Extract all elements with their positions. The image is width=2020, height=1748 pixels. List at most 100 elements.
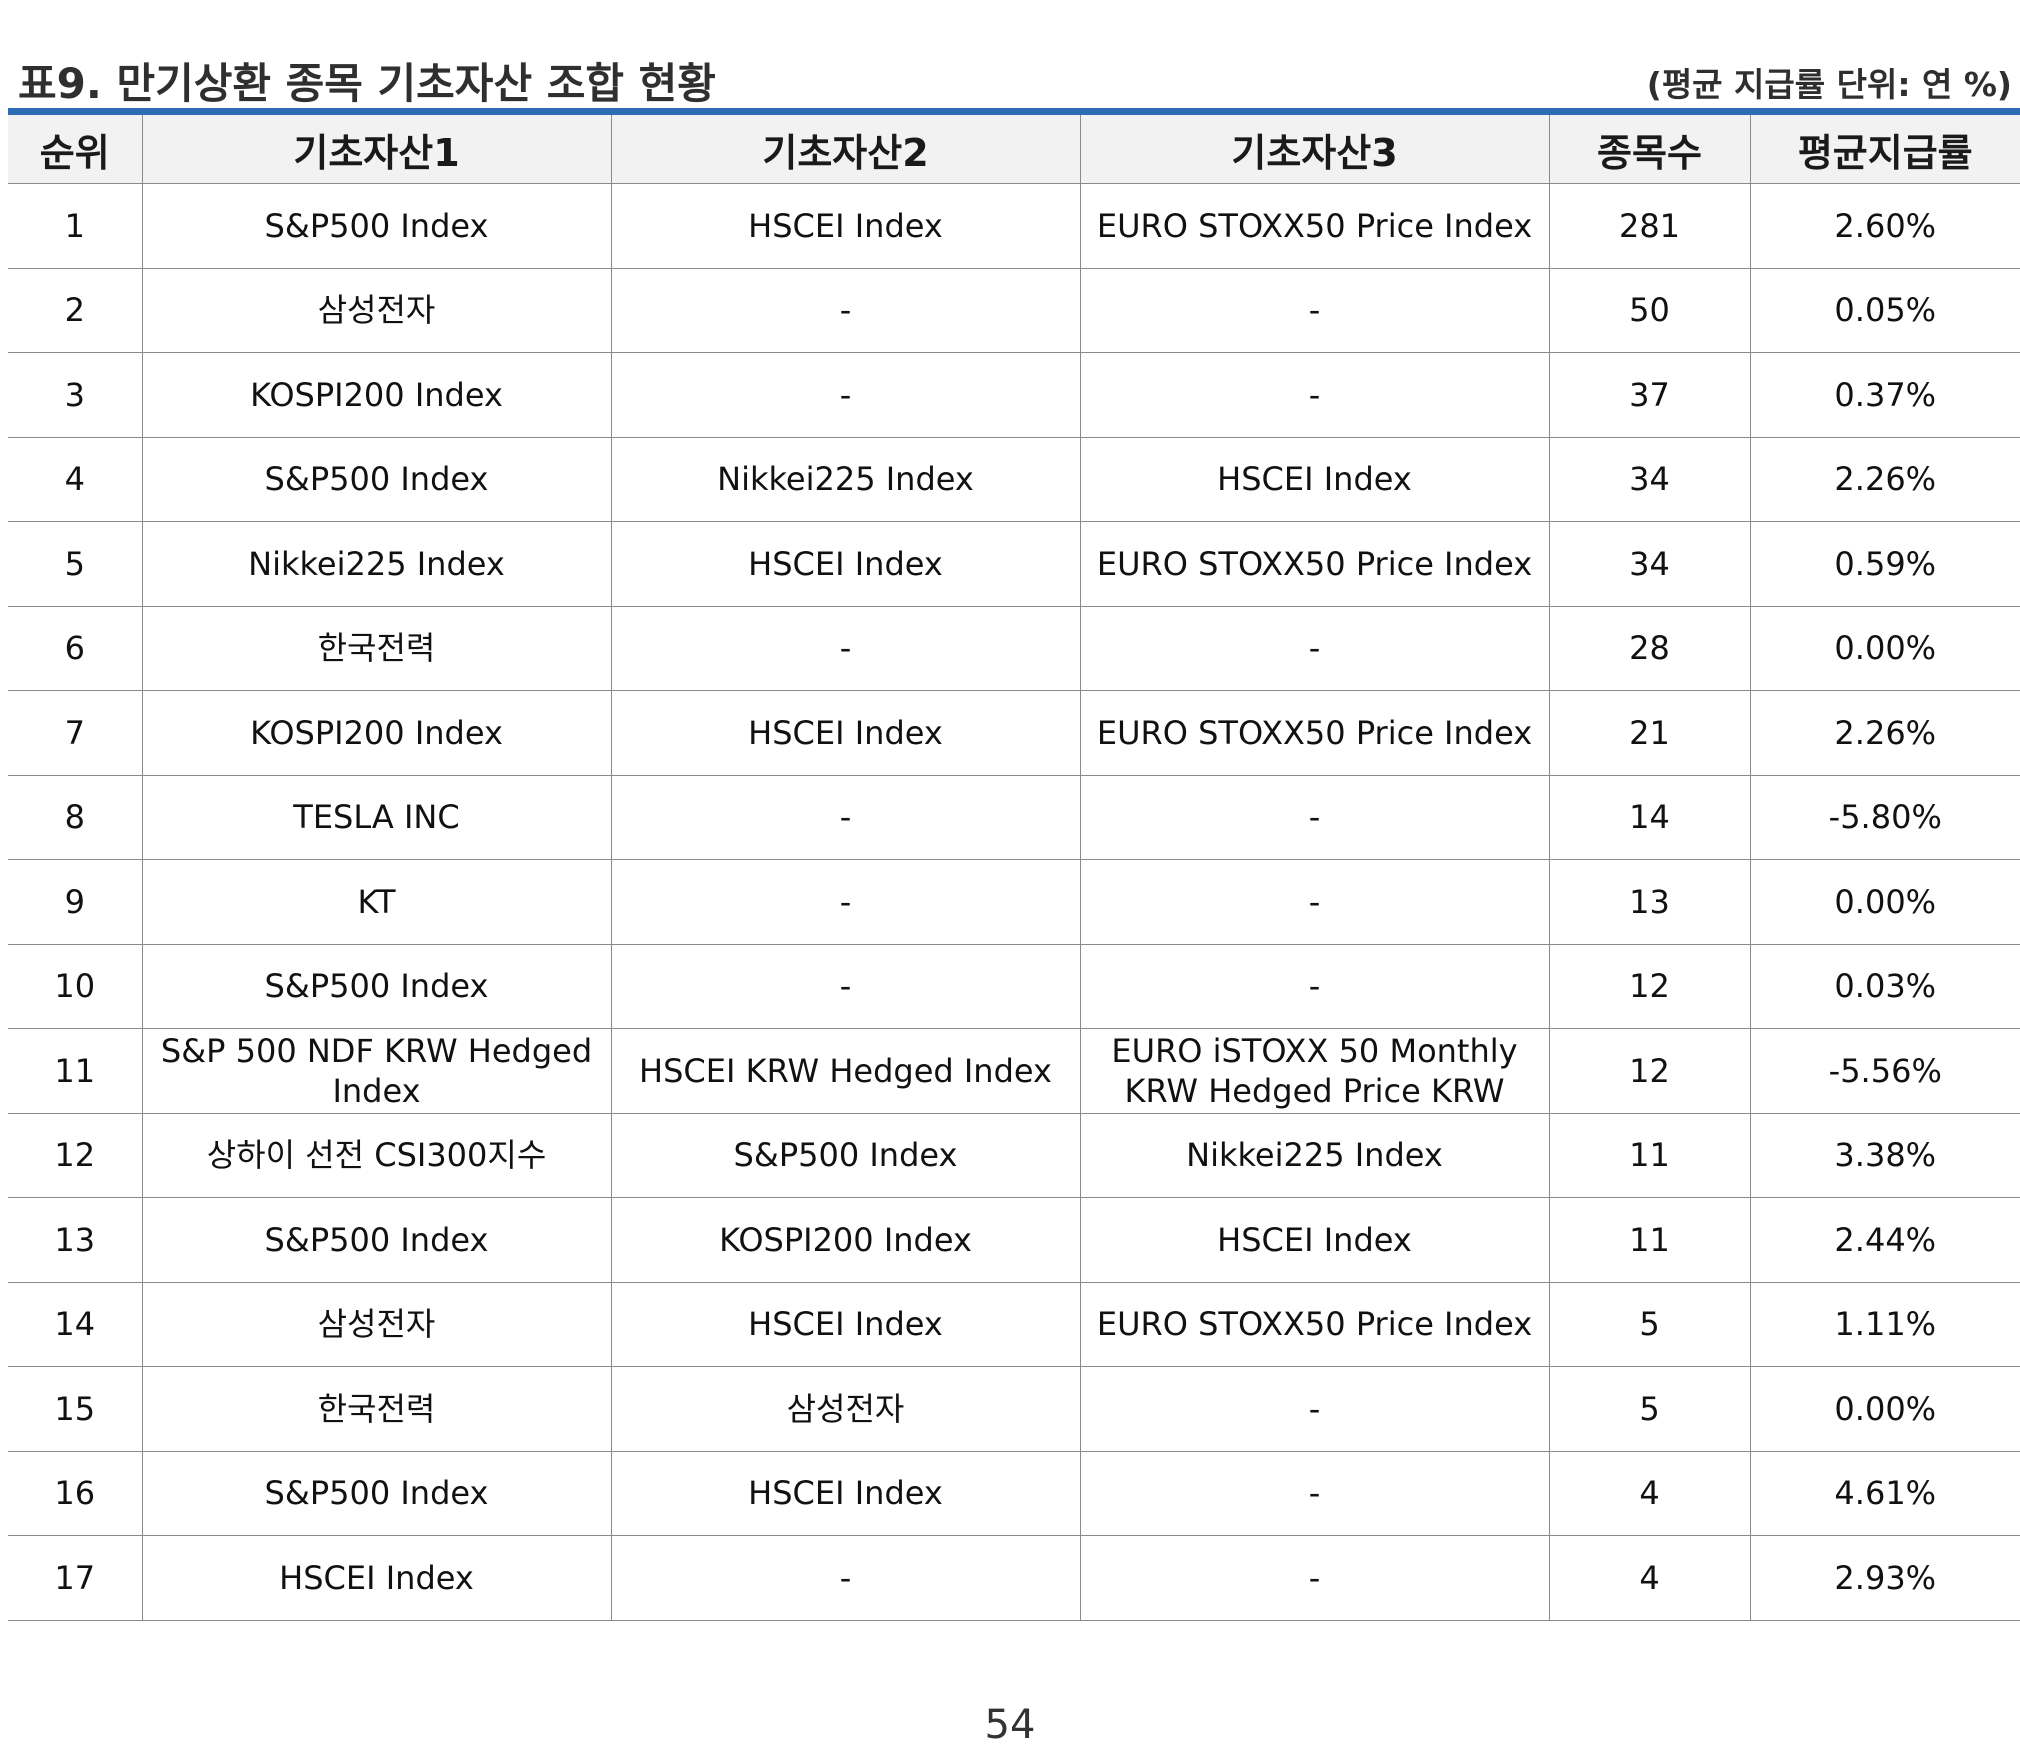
asset-3-cell: HSCEI Index xyxy=(1079,437,1549,522)
asset-3-cell: - xyxy=(1079,859,1549,945)
count-cell: 5 xyxy=(1548,1366,1750,1452)
avg-rate-cell: 2.60% xyxy=(1749,183,2020,269)
asset-1-cell: S&P 500 NDF KRW Hedged Index xyxy=(141,1028,611,1114)
table-row: 12 상하이 선전 CSI300지수 S&P500 Index Nikkei225 I… xyxy=(8,1113,2020,1198)
asset-1-cell: Nikkei225 Index xyxy=(141,521,611,607)
header-count: 종목수 xyxy=(1548,108,1750,184)
asset-1-cell: 한국전력 xyxy=(141,606,611,691)
avg-rate-cell: 2.26% xyxy=(1749,690,2020,776)
avg-rate-cell: -5.56% xyxy=(1749,1028,2020,1114)
rank-cell: 10 xyxy=(8,944,142,1029)
header-avg-rate: 평균지급률 xyxy=(1749,108,2020,184)
table-row: 16 S&P500 Index HSCEI Index -4 4.61% xyxy=(8,1451,2020,1536)
asset-1-cell: 삼성전자 xyxy=(141,1282,611,1367)
asset-2-cell: Nikkei225 Index xyxy=(610,437,1080,522)
rank-cell: 11 xyxy=(8,1028,142,1114)
asset-2-cell: - xyxy=(610,944,1080,1029)
asset-2-cell: KOSPI200 Index xyxy=(610,1197,1080,1283)
asset-3-cell: - xyxy=(1079,352,1549,438)
avg-rate-cell: 0.59% xyxy=(1749,521,2020,607)
rank-cell: 9 xyxy=(8,859,142,945)
asset-2-cell: S&P500 Index xyxy=(610,1113,1080,1198)
avg-rate-cell: 2.26% xyxy=(1749,437,2020,522)
avg-rate-cell: 2.44% xyxy=(1749,1197,2020,1283)
table-row: 4 S&P500 Index Nikkei225 Index HSCEI Index 3… xyxy=(8,437,2020,522)
asset-3-cell: EURO STOXX50 Price Index xyxy=(1079,690,1549,776)
count-cell: 34 xyxy=(1548,437,1750,522)
underlying-asset-table: 순위 기초자산1 기초자산2 기초자산3 종목수 평균지급률 1 S&P500 I… xyxy=(8,108,2020,1621)
table-body: 1 S&P500 Index HSCEI Index EURO STOXX50 Pri… xyxy=(8,183,2020,1621)
asset-2-cell: HSCEI KRW Hedged Index xyxy=(610,1028,1080,1114)
count-cell: 5 xyxy=(1548,1282,1750,1367)
asset-1-cell: S&P500 Index xyxy=(141,437,611,522)
asset-2-cell: - xyxy=(610,606,1080,691)
rank-cell: 2 xyxy=(8,268,142,353)
avg-rate-cell: 0.05% xyxy=(1749,268,2020,353)
header-rank: 순위 xyxy=(8,108,142,184)
count-cell: 4 xyxy=(1548,1535,1750,1621)
asset-2-cell: HSCEI Index xyxy=(610,183,1080,269)
avg-rate-cell: 2.93% xyxy=(1749,1535,2020,1621)
count-cell: 14 xyxy=(1548,775,1750,860)
count-cell: 12 xyxy=(1548,944,1750,1029)
avg-rate-cell: -5.80% xyxy=(1749,775,2020,860)
page-number: 54 xyxy=(984,1702,1036,1748)
table-container: 순위 기초자산1 기초자산2 기초자산3 종목수 평균지급률 1 S&P500 I… xyxy=(8,108,2020,1621)
table-row: 9 KT - -13 0.00% xyxy=(8,859,2020,945)
header-asset-3: 기초자산3 xyxy=(1079,108,1549,184)
table-row: 7 KOSPI200 Index HSCEI Index EURO STOXX50 P… xyxy=(8,690,2020,776)
asset-3-cell: EURO iSTOXX 50 Monthly KRW Hedged Price … xyxy=(1079,1028,1549,1114)
rank-cell: 16 xyxy=(8,1451,142,1536)
asset-1-cell: 상하이 선전 CSI300지수 xyxy=(141,1113,611,1198)
asset-1-cell: S&P500 Index xyxy=(141,1451,611,1536)
asset-3-cell: EURO STOXX50 Price Index xyxy=(1079,183,1549,269)
table-row: 17 HSCEI Index - -4 2.93% xyxy=(8,1535,2020,1621)
asset-1-cell: TESLA INC xyxy=(141,775,611,860)
asset-3-cell: HSCEI Index xyxy=(1079,1197,1549,1283)
avg-rate-cell: 0.03% xyxy=(1749,944,2020,1029)
count-cell: 281 xyxy=(1548,183,1750,269)
asset-2-cell: HSCEI Index xyxy=(610,690,1080,776)
rank-cell: 17 xyxy=(8,1535,142,1621)
count-cell: 4 xyxy=(1548,1451,1750,1536)
count-cell: 13 xyxy=(1548,859,1750,945)
table-row: 10 S&P500 Index - -12 0.03% xyxy=(8,944,2020,1029)
asset-3-cell: Nikkei225 Index xyxy=(1079,1113,1549,1198)
rank-cell: 14 xyxy=(8,1282,142,1367)
rank-cell: 3 xyxy=(8,352,142,438)
rank-cell: 8 xyxy=(8,775,142,860)
table-row: 14 삼성전자 HSCEI Index EURO STOXX50 Price Inde… xyxy=(8,1282,2020,1367)
count-cell: 28 xyxy=(1548,606,1750,691)
rank-cell: 1 xyxy=(8,183,142,269)
asset-3-cell: - xyxy=(1079,606,1549,691)
header-asset-1: 기초자산1 xyxy=(141,108,611,184)
asset-3-cell: - xyxy=(1079,775,1549,860)
asset-3-cell: - xyxy=(1079,1451,1549,1536)
asset-1-cell: KOSPI200 Index xyxy=(141,690,611,776)
asset-1-cell: 한국전력 xyxy=(141,1366,611,1452)
asset-2-cell: - xyxy=(610,268,1080,353)
table-row: 6 한국전력 - -28 0.00% xyxy=(8,606,2020,691)
asset-2-cell: - xyxy=(610,1535,1080,1621)
asset-2-cell: HSCEI Index xyxy=(610,1451,1080,1536)
rank-cell: 13 xyxy=(8,1197,142,1283)
asset-1-cell: S&P500 Index xyxy=(141,944,611,1029)
asset-2-cell: 삼성전자 xyxy=(610,1366,1080,1452)
asset-3-cell: - xyxy=(1079,1535,1549,1621)
asset-1-cell: 삼성전자 xyxy=(141,268,611,353)
asset-1-cell: KOSPI200 Index xyxy=(141,352,611,438)
table-row: 1 S&P500 Index HSCEI Index EURO STOXX50 Pri… xyxy=(8,183,2020,269)
table-row: 11 S&P 500 NDF KRW Hedged Index HSCEI KRW … xyxy=(8,1028,2020,1114)
count-cell: 12 xyxy=(1548,1028,1750,1114)
page-title: 표9. 만기상환 종목 기초자산 조합 현황 xyxy=(18,59,716,108)
rank-cell: 7 xyxy=(8,690,142,776)
rank-cell: 5 xyxy=(8,521,142,607)
asset-2-cell: - xyxy=(610,859,1080,945)
asset-1-cell: S&P500 Index xyxy=(141,183,611,269)
count-cell: 50 xyxy=(1548,268,1750,353)
rank-cell: 12 xyxy=(8,1113,142,1198)
asset-3-cell: - xyxy=(1079,944,1549,1029)
rank-cell: 4 xyxy=(8,437,142,522)
asset-3-cell: - xyxy=(1079,1366,1549,1452)
unit-note: (평균 지급률 단위: 연 %) xyxy=(1646,65,2012,104)
